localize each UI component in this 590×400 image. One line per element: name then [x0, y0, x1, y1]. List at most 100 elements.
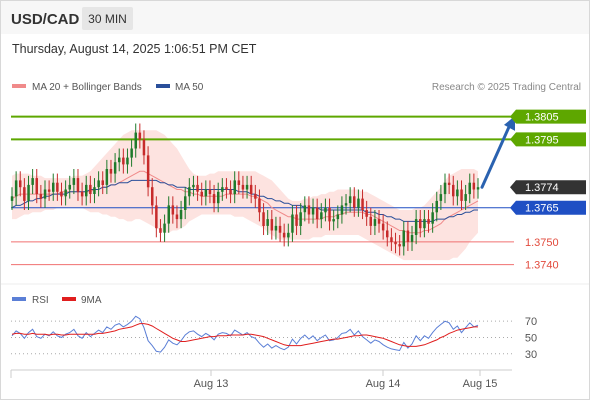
candle-body: [146, 155, 150, 188]
rsi-9ma-line: [11, 323, 478, 347]
candle-body: [192, 184, 195, 188]
candle-body: [427, 219, 430, 224]
candle-body: [357, 198, 360, 208]
candle-body: [406, 230, 410, 242]
candle-body: [423, 219, 426, 229]
candle-body: [175, 214, 179, 220]
candle-body: [245, 184, 249, 190]
x-tick-label: Aug 13: [194, 378, 229, 390]
candle-body: [369, 216, 372, 226]
candle-body: [204, 189, 208, 197]
candle-body: [398, 244, 401, 247]
candle-body: [229, 189, 232, 195]
candle-body: [43, 189, 47, 199]
candle-body: [386, 230, 389, 238]
candle-body: [200, 191, 203, 197]
candle-body: [155, 205, 158, 229]
candle-body: [381, 223, 385, 231]
rsi-9ma-legend-swatch: [62, 297, 76, 301]
candle-body: [373, 219, 377, 226]
credit-label: Research © 2025 Trading Central: [432, 82, 581, 93]
candle-body: [101, 180, 104, 185]
candle-body: [130, 148, 133, 158]
level-label-box-pivot: [510, 200, 586, 215]
candle-body: [249, 184, 253, 194]
candle-body: [410, 235, 414, 242]
candle-body: [122, 157, 125, 165]
candle-body: [221, 187, 224, 192]
candle-body: [361, 198, 364, 210]
ma20-legend-label: MA 20 + Bollinger Bands: [32, 82, 142, 93]
rsi-tick-label: 30: [525, 349, 537, 361]
rsi-line: [11, 315, 479, 353]
level-label-support: 1.3750: [525, 237, 559, 249]
candle-body: [311, 207, 315, 215]
candle-body: [394, 241, 397, 245]
candle-body: [287, 232, 290, 238]
projection-arrow: [480, 115, 515, 189]
candle-body: [126, 157, 129, 165]
candle-body: [390, 237, 393, 242]
candle-body: [233, 180, 236, 195]
candle-body: [35, 178, 38, 194]
candle-body: [348, 196, 352, 204]
candle-body: [435, 200, 438, 213]
level-lines: [11, 115, 514, 266]
candle-body: [97, 180, 100, 188]
candle-body: [60, 191, 63, 197]
candle-body: [47, 189, 51, 192]
ma20-legend-swatch: [12, 84, 26, 88]
level-label-pivot: 1.3765: [525, 203, 559, 215]
candle-body: [167, 205, 170, 224]
candle-body: [10, 196, 14, 201]
candle-body: [476, 187, 480, 190]
candle-body: [254, 194, 257, 199]
candle-body: [328, 207, 331, 222]
candle-body: [212, 194, 216, 204]
candle-body: [419, 219, 422, 229]
candle-body: [460, 189, 463, 201]
rsi-9ma-legend-label: 9MA: [81, 295, 102, 306]
candle-body: [282, 232, 286, 238]
price-labels: 1.3805 1.3795 1.3765 1.3750 1.3740 1.3774: [510, 109, 586, 272]
candle-body: [299, 212, 302, 226]
candle-body: [447, 182, 451, 185]
candle-body: [93, 187, 96, 194]
projection-arrow-head: [504, 115, 515, 131]
level-label-support: 1.3740: [525, 260, 559, 272]
level-label-resistance: 1.3795: [525, 134, 559, 146]
rsi-tick-label: 50: [525, 332, 537, 344]
candle-body: [225, 187, 228, 190]
candle-body: [336, 214, 340, 220]
datetime-label: Thursday, August 14, 2025 1:06:51 PM CET: [12, 42, 257, 56]
timeframe-badge: [82, 7, 133, 30]
candle-body: [72, 178, 76, 185]
symbol-title: USD/CAD: [11, 11, 80, 28]
candle-body: [188, 187, 191, 197]
candle-body: [431, 212, 434, 224]
candle-body: [118, 157, 121, 163]
candle-body: [295, 214, 298, 226]
candle-body: [303, 205, 307, 213]
candle-body: [278, 225, 282, 233]
candle-body: [365, 210, 368, 217]
projection-arrow-shaft: [480, 125, 511, 189]
candle-body: [179, 210, 183, 220]
candle-body: [340, 205, 344, 215]
rsi-panel: 70 50 30: [11, 315, 537, 361]
candle-body: [89, 184, 92, 194]
candle-body: [217, 191, 220, 204]
candle-body: [291, 214, 294, 233]
candle-body: [262, 212, 265, 226]
candle-body: [64, 189, 67, 197]
candle-body: [76, 178, 80, 192]
candle-body: [307, 205, 311, 215]
candle-body: [159, 228, 162, 233]
x-tick-label: Aug 15: [463, 378, 498, 390]
candle-body: [113, 162, 117, 174]
candle-body: [134, 132, 137, 149]
candle-body: [39, 194, 43, 199]
candle-body: [142, 139, 146, 156]
rsi-legend-label: RSI: [32, 295, 49, 306]
